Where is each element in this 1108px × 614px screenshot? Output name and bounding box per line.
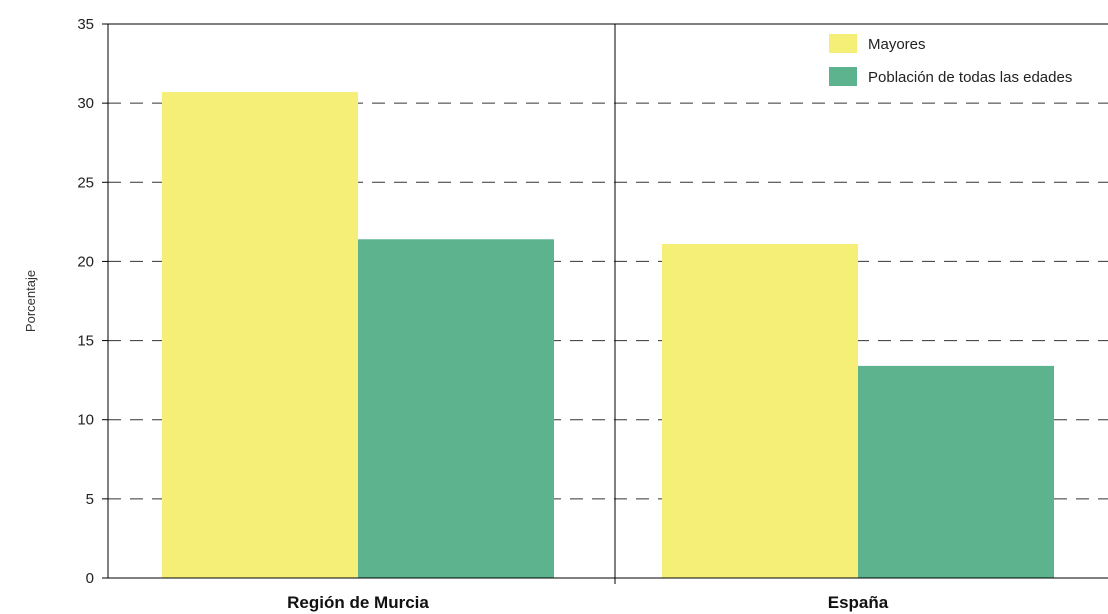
y-tick-label: 35 [77, 16, 94, 33]
legend-swatch [829, 67, 857, 86]
y-tick-label: 0 [86, 570, 94, 587]
legend-swatch [829, 34, 857, 53]
x-category-label: Región de Murcia [287, 593, 429, 612]
bar [358, 239, 554, 579]
bar [662, 244, 858, 578]
bar [858, 365, 1054, 578]
y-tick-labels: 0 5 10 15 20 25 30 35 [77, 16, 108, 587]
y-tick-label: 20 [77, 253, 94, 270]
legend: Mayores Población de todas las edades [829, 34, 1072, 86]
x-category-label: España [828, 593, 889, 612]
legend-label: Población de todas las edades [868, 69, 1072, 86]
y-tick-label: 30 [77, 95, 94, 112]
bars [162, 92, 1054, 579]
x-category-labels: Región de Murcia España [287, 593, 889, 612]
y-tick-label: 10 [77, 412, 94, 429]
y-tick-label: 5 [86, 491, 94, 508]
y-tick-label: 25 [77, 174, 94, 191]
legend-label: Mayores [868, 36, 926, 53]
axes [107, 23, 1108, 584]
bar [162, 92, 358, 578]
y-tick-label: 15 [77, 333, 94, 350]
y-axis-label: Porcentaje [23, 270, 38, 332]
